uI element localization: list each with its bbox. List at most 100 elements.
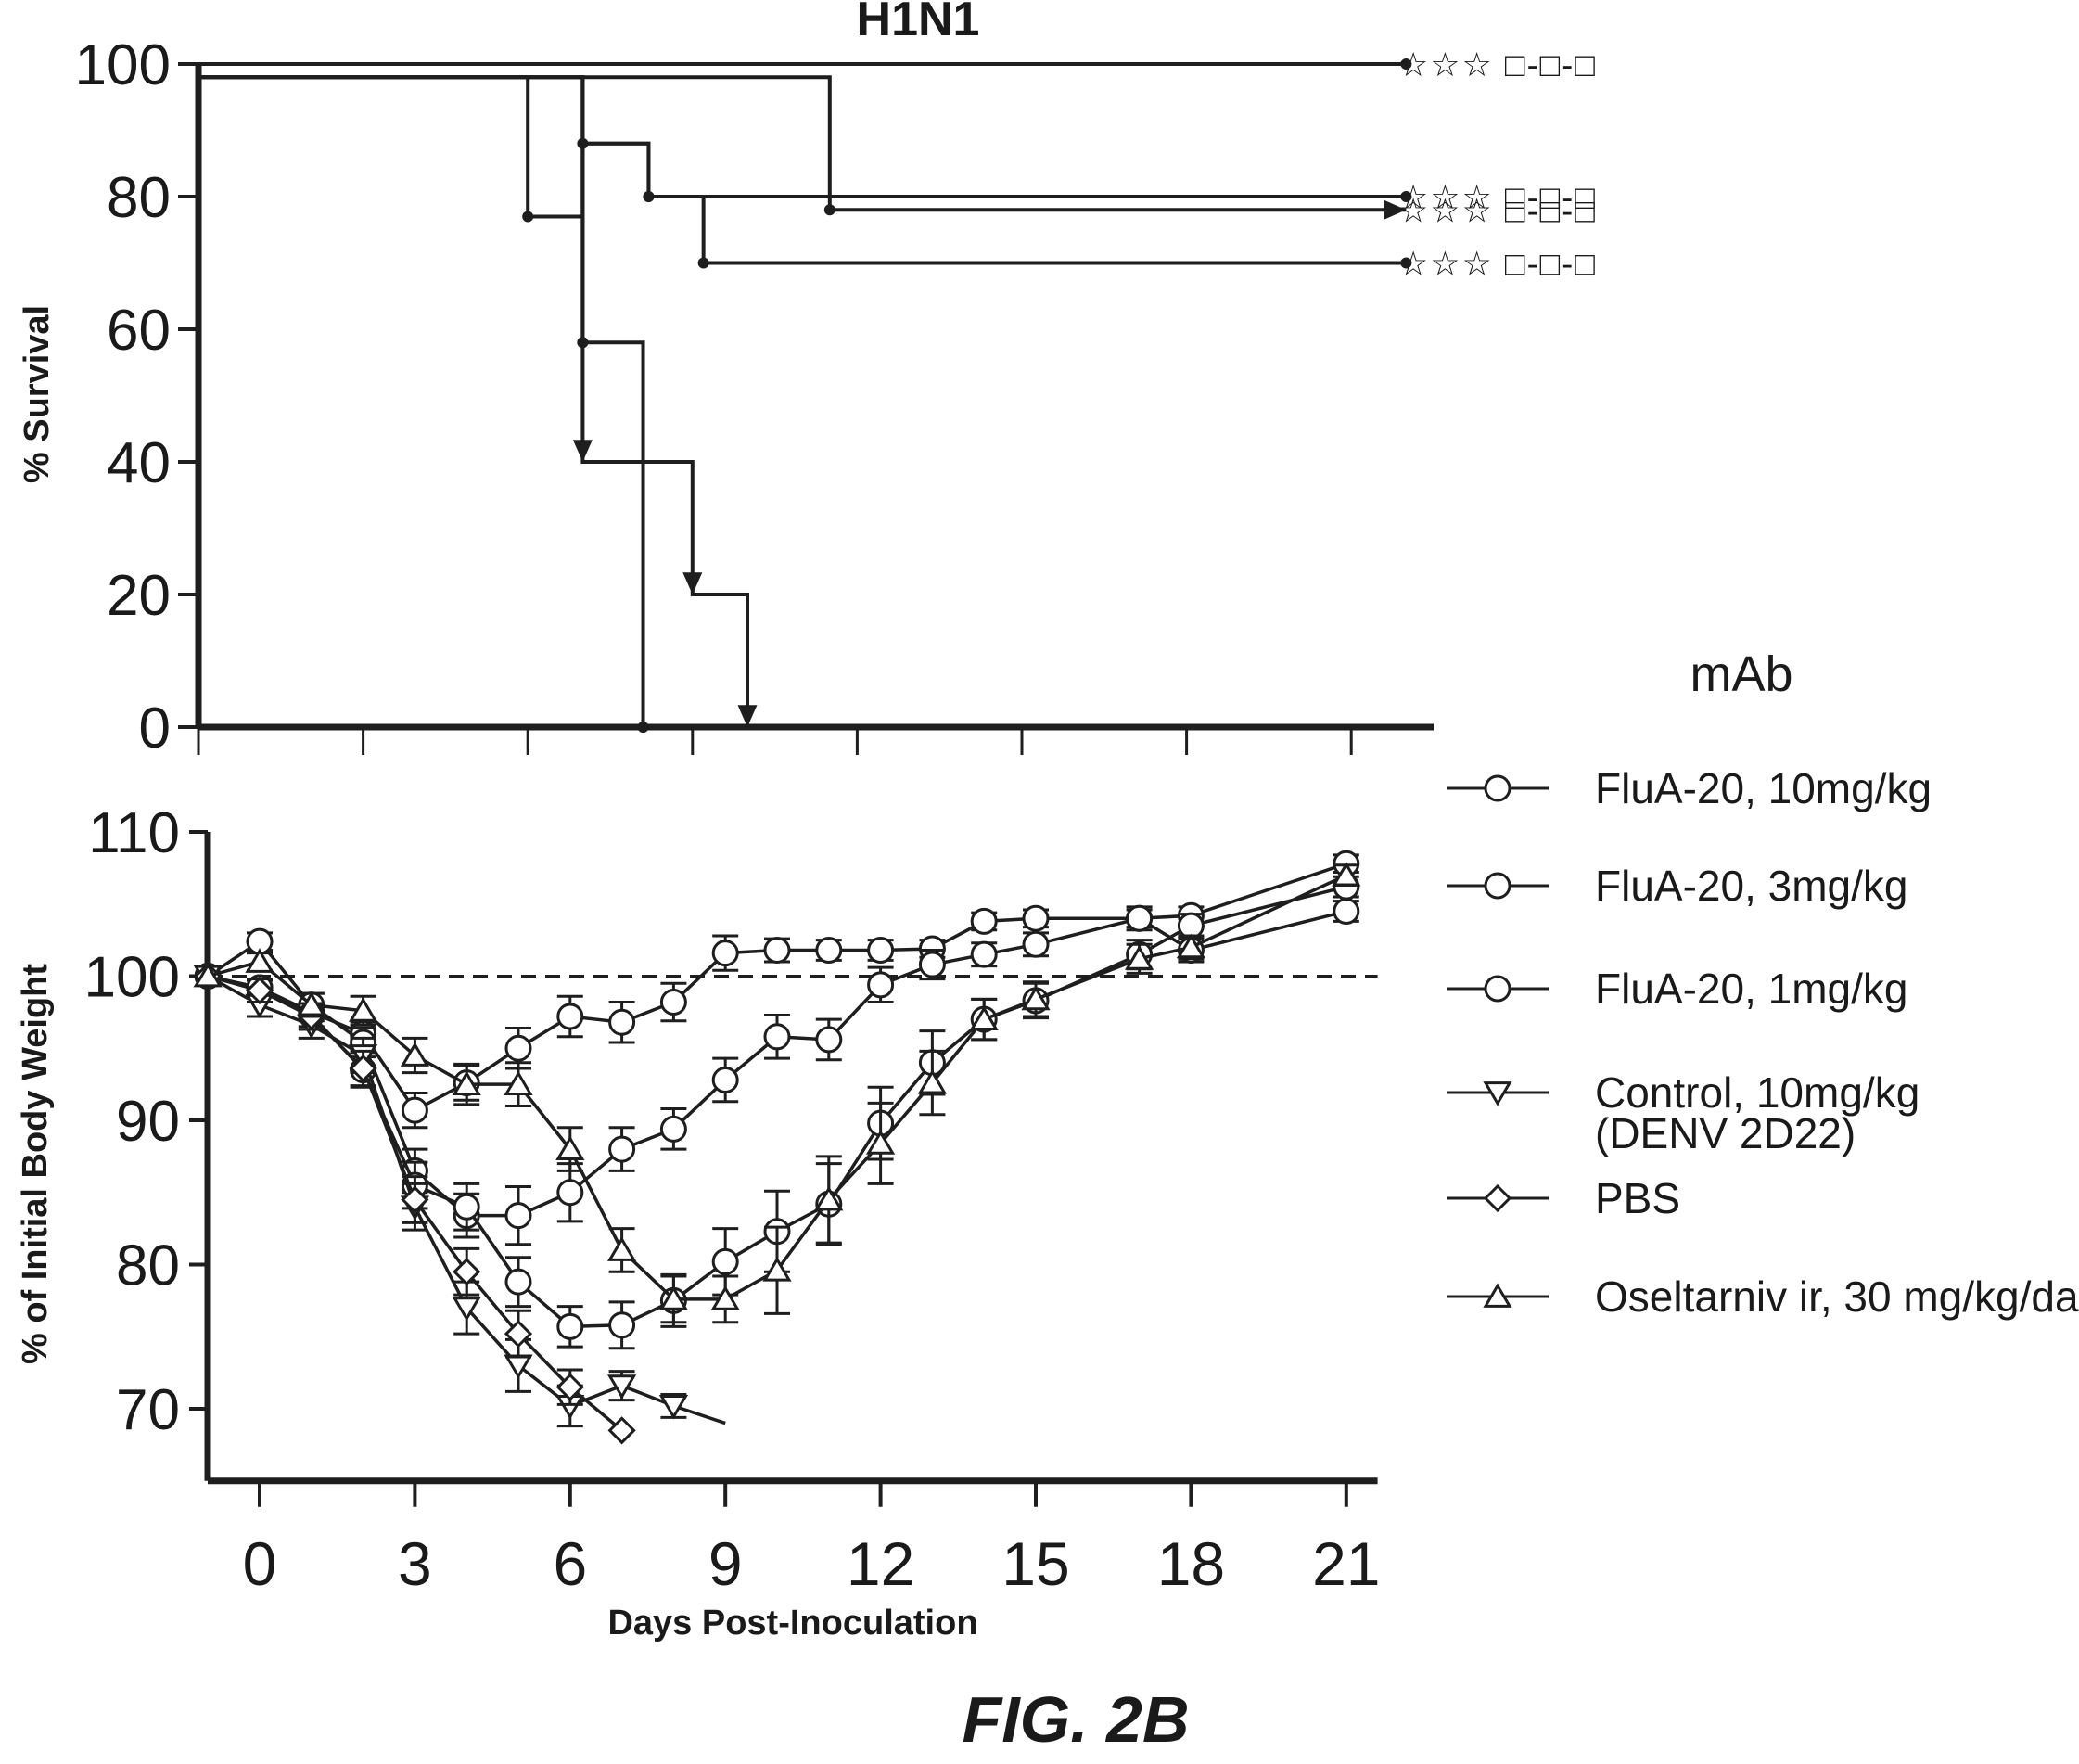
data-point-circle — [608, 1135, 636, 1163]
survival-y-tick-label: 0 — [139, 697, 171, 761]
data-point-circle — [970, 940, 998, 968]
weight-y-tick-label: 90 — [116, 1090, 180, 1154]
legend-label: Oseltarniv ir, 30 mg/kg/day — [1595, 1272, 2079, 1321]
legend-title: mAb — [1690, 646, 1792, 702]
data-point-circle — [711, 1247, 739, 1275]
legend-label-line2: (DENV 2D22) — [1595, 1109, 1856, 1157]
data-point-circle — [659, 988, 687, 1016]
weight-x-tick-label: 15 — [1001, 1529, 1069, 1598]
weight-x-tick-label: 21 — [1312, 1529, 1380, 1598]
data-point-circle — [556, 1003, 584, 1030]
survival-y-tick-label: 60 — [107, 299, 171, 363]
survival-end-arrow — [1384, 199, 1407, 220]
survival-y-tick-label: 80 — [107, 166, 171, 230]
significance-label: ☆☆☆ □-□-□ — [1398, 245, 1597, 283]
data-point-circle — [556, 1179, 584, 1207]
legend-marker-triangle-up — [1483, 1283, 1512, 1308]
survival-step-point — [823, 204, 835, 216]
weight-y-tick-label: 100 — [84, 946, 180, 1010]
weight-series-group — [194, 962, 636, 1445]
data-point-triangle-up — [606, 1236, 637, 1261]
data-point-circle — [867, 971, 895, 999]
data-point-circle — [970, 907, 998, 935]
weight-series — [193, 850, 1361, 1445]
weight-y-tick-label: 110 — [88, 801, 180, 865]
survival-end-point — [1400, 191, 1412, 202]
legend-item: FluA-20, 3mg/kg — [1447, 862, 1907, 910]
legend-item: Oseltarniv ir, 30 mg/kg/day — [1447, 1272, 2079, 1321]
survival-drop-arrow — [682, 572, 703, 594]
data-point-circle — [711, 1066, 739, 1093]
survival-line — [198, 75, 645, 727]
data-point-circle — [401, 1096, 428, 1124]
legend-marker-circle — [1484, 975, 1511, 1003]
legend-item: PBS — [1447, 1174, 1680, 1222]
data-point-circle — [1126, 904, 1154, 932]
legend-label: FluA-20, 10mg/kg — [1595, 764, 1932, 812]
weight-xlabel: Days Post-Inoculation — [607, 1604, 977, 1643]
weight-y-tick-label: 70 — [116, 1378, 180, 1442]
survival-line — [198, 75, 1407, 198]
weight-y-tick-label: 80 — [116, 1234, 180, 1298]
survival-end-point — [1400, 58, 1412, 70]
data-point-circle — [763, 1023, 791, 1051]
survival-ylabel: % Survival — [18, 305, 57, 483]
data-point-diamond — [349, 1054, 377, 1083]
data-point-circle — [556, 1312, 584, 1340]
survival-title: H1N1 — [857, 0, 980, 46]
data-point-triangle-up — [969, 1005, 999, 1031]
data-point-triangle-up — [348, 997, 378, 1022]
survival-drop-arrow — [572, 440, 593, 462]
legend-marker-circle — [1484, 774, 1511, 802]
survival-end-point — [1400, 257, 1412, 269]
data-point-circle — [659, 1115, 687, 1143]
survival-y-tick-label: 20 — [107, 564, 171, 628]
data-point-diamond — [401, 1185, 429, 1214]
data-point-triangle-up — [1332, 861, 1361, 887]
legend-items: FluA-20, 10mg/kg FluA-20, 3mg/kg FluA-20, … — [1447, 764, 2079, 1321]
weight-x-tick-label: 3 — [398, 1529, 432, 1598]
data-point-circle — [608, 1008, 636, 1036]
data-point-diamond — [504, 1320, 533, 1349]
weight-ylabel: % of Initial Body Weight — [16, 964, 55, 1364]
data-point-triangle-up — [504, 1070, 533, 1096]
data-point-diamond — [453, 1258, 481, 1286]
data-point-circle — [1333, 898, 1360, 926]
legend-marker-triangle-down — [1483, 1081, 1512, 1106]
legend-label: FluA-20, 1mg/kg — [1595, 965, 1907, 1013]
survival-step-point — [697, 257, 709, 269]
data-point-triangle-up — [865, 1130, 896, 1155]
data-point-triangle-down — [452, 1297, 481, 1322]
significance-label: ☆☆☆ □-□-□ — [1398, 178, 1597, 216]
data-point-circle — [763, 937, 791, 965]
legend-item: FluA-20, 1mg/kg — [1447, 965, 1907, 1013]
survival-step-point — [637, 722, 649, 733]
survival-step-point — [522, 211, 534, 223]
weight-x-tick-label: 18 — [1157, 1529, 1225, 1598]
weight-x-tick-label: 0 — [243, 1529, 277, 1598]
survival-drop-arrow — [737, 705, 758, 727]
data-point-triangle-down — [606, 1374, 637, 1400]
weight-axes: 70 80 90 100 110 0 3 6 9 12 15 18 21 — [84, 801, 1381, 1598]
legend-label: PBS — [1595, 1174, 1680, 1222]
data-point-triangle-up — [658, 1285, 689, 1310]
data-point-triangle-up — [1176, 933, 1206, 959]
survival-line — [198, 75, 1407, 265]
data-point-triangle-up — [400, 1042, 430, 1067]
weight-x-tick-label: 6 — [553, 1529, 587, 1598]
data-point-triangle-up — [193, 962, 223, 988]
data-point-triangle-up — [1021, 985, 1051, 1011]
data-point-circle — [918, 951, 946, 978]
survival-axes: 0 20 40 60 80 100 — [75, 33, 1434, 761]
weight-line — [207, 862, 1347, 1113]
legend-marker-circle — [1484, 872, 1511, 900]
legend-item: Control, 10mg/kg(DENV 2D22) — [1447, 1068, 1920, 1157]
data-point-triangle-up — [555, 1135, 585, 1160]
data-point-diamond — [607, 1416, 636, 1445]
data-point-triangle-down — [658, 1394, 689, 1420]
data-point-circle — [504, 1268, 532, 1296]
data-point-triangle-up — [1124, 945, 1154, 970]
figure-label: FIG. 2B — [962, 1683, 1189, 1756]
